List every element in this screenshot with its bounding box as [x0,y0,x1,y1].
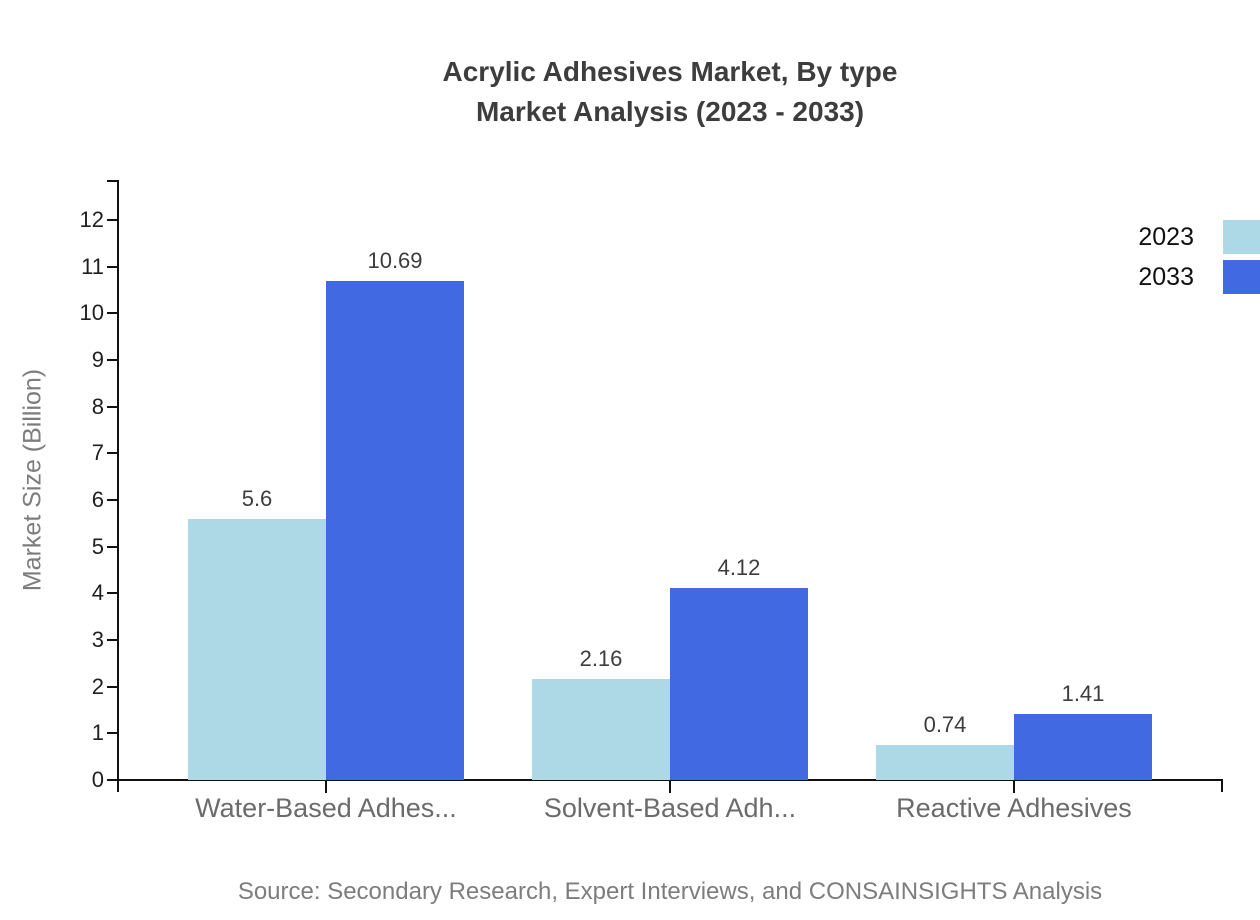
chart-title: Acrylic Adhesives Market, By type [442,56,898,87]
y-tick [107,639,117,641]
bar-value-label: 1.41 [1061,681,1105,707]
category-label: Reactive Adhesives [896,793,1132,823]
y-tick-label: 1 [91,720,104,746]
y-tick [107,685,117,688]
bar-value-label: 10.69 [367,248,423,274]
y-tick [107,732,117,735]
bar-2033-cat1 [326,281,464,780]
y-tick [107,499,117,501]
legend-label: 2033 [1138,262,1194,291]
y-tick [107,219,117,221]
y-tick-label: 12 [79,207,104,232]
y-axis-end-tick [107,180,117,182]
category-tick [325,780,327,793]
y-tick-label: 3 [91,627,104,652]
y-tick [107,405,117,408]
bar-value-label: 0.74 [923,712,967,738]
y-tick-label: 10 [79,300,104,326]
bar-2033-cat2 [670,587,808,780]
y-tick-label: 0 [91,767,104,792]
legend: 2023 2033 [1138,220,1260,300]
y-tick [107,779,117,781]
y-tick-label: 11 [81,253,104,279]
bar-2033-cat3 [1014,714,1152,780]
y-tick-label: 4 [91,580,104,606]
bar-2023-cat2 [532,679,670,780]
y-axis-title: Market Size (Billion) [18,368,47,592]
y-tick-label: 9 [91,347,104,372]
chart-header: Acrylic Adhesives Market, By type Market… [118,52,1222,132]
bar-2023-cat1 [188,518,326,780]
bar-value-label: 4.12 [717,554,761,580]
y-tick [107,359,117,361]
category-label: Solvent-Based Adh... [543,793,797,823]
y-tick [107,265,117,268]
legend-swatch [1223,260,1260,294]
x-axis-end-tick [1221,780,1223,792]
y-tick [107,312,117,315]
y-tick [107,592,117,595]
y-tick [107,545,117,548]
y-axis-line [117,180,119,792]
y-tick-label: 7 [91,440,104,466]
legend-swatch [1223,220,1260,254]
bar-value-label: 2.16 [579,646,623,672]
category-label: Water-Based Adhes... [195,793,457,823]
y-tick-label: 2 [91,673,104,699]
legend-item-2023: 2023 [1138,220,1260,254]
y-tick-label: 5 [91,533,104,559]
chart-subtitle: Market Analysis (2023 - 2033) [475,96,865,127]
category-tick [669,780,671,793]
bar-2023-cat3 [876,745,1014,780]
y-tick [107,452,117,455]
category-tick [1013,780,1015,793]
legend-label: 2023 [1138,222,1194,251]
source-note: Source: Secondary Research, Expert Inter… [237,878,1103,905]
y-tick-label: 6 [91,487,104,512]
bar-value-label: 5.6 [241,485,273,511]
y-tick-label: 8 [91,393,104,419]
legend-item-2033: 2033 [1138,260,1260,294]
